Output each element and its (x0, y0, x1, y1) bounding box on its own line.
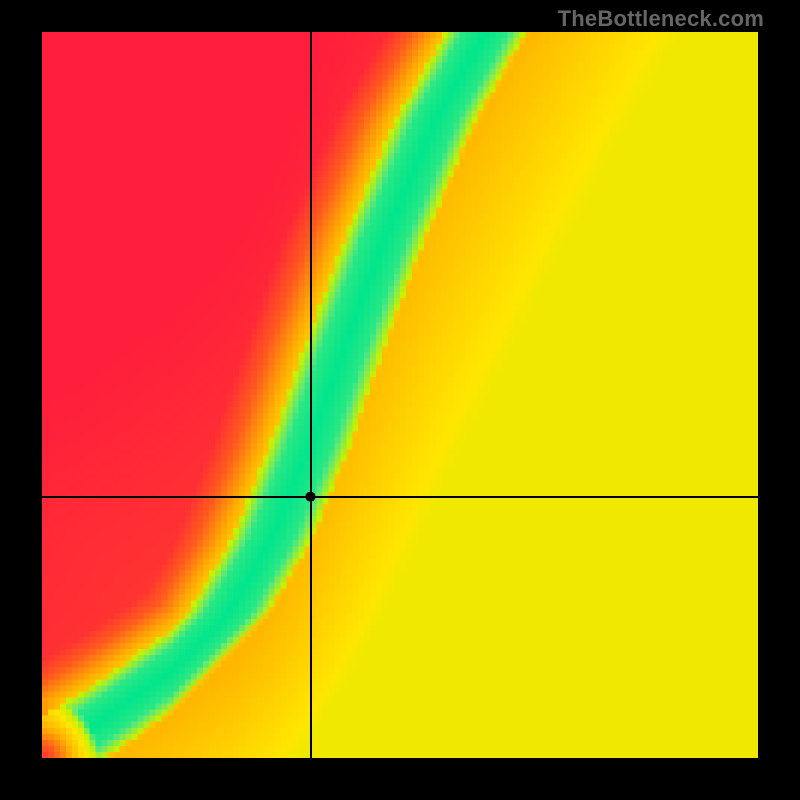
heatmap-plot (42, 32, 758, 758)
watermark-text: TheBottleneck.com (558, 6, 764, 32)
crosshair-dot (42, 32, 758, 758)
